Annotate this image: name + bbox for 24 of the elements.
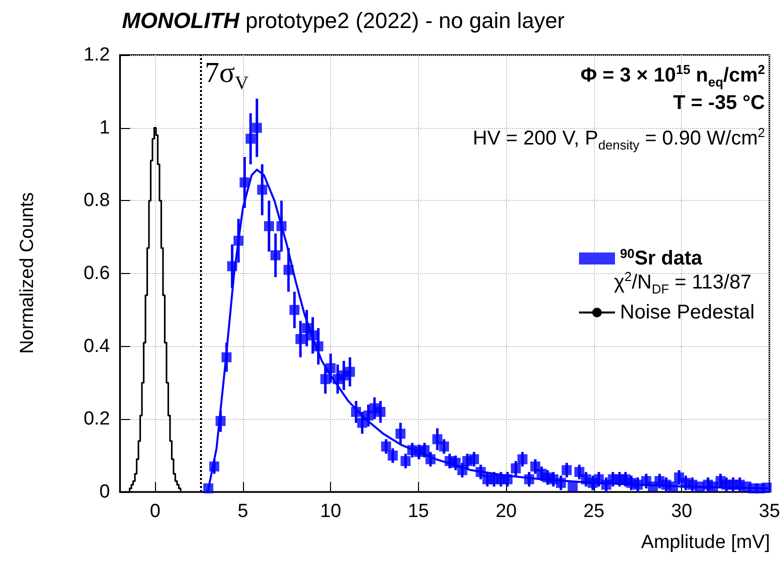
x-tick-label: 0: [150, 501, 160, 522]
y-tick-label: 0.4: [84, 336, 110, 357]
x-axis-title: Amplitude [mV]: [641, 532, 770, 554]
y-axis-title: Normalized Counts: [17, 192, 39, 354]
annotation: HV = 200 V, P$_{density}$ = 0.90 W/cm$^{2}$: [472, 125, 765, 153]
chart-title: MONOLITH prototype2 (2022) - no gain layer: [122, 8, 565, 34]
annotation: T = -35 °C: [673, 92, 765, 115]
x-tick-label: 15: [408, 501, 429, 522]
y-tick-label: 0.8: [84, 190, 110, 212]
annotation: Φ = 3 × 10$^{15}$ n$_{eq}$/cm$^{2}$: [580, 62, 765, 90]
x-tick-label: 10: [320, 501, 342, 522]
ref-line-label: 7σ$_{V}$: [204, 57, 248, 95]
x-tick-label: 5: [238, 501, 248, 522]
y-tick-label: 0.2: [84, 408, 110, 430]
y-tick-label: 1.2: [84, 44, 110, 66]
y-tick-label: 0: [99, 482, 110, 502]
annotation: χ$^{2}$/N$_{DF}$ = 113/87: [614, 269, 752, 297]
x-tick-label: 35: [758, 501, 780, 522]
y-tick-label: 0.6: [84, 263, 110, 284]
legend-label: Noise Pedestal: [620, 302, 755, 324]
y-tick-label: 1: [99, 117, 110, 138]
x-tick-label: 30: [671, 501, 692, 522]
x-tick-label: 25: [583, 501, 604, 522]
x-tick-label: 20: [496, 501, 517, 522]
